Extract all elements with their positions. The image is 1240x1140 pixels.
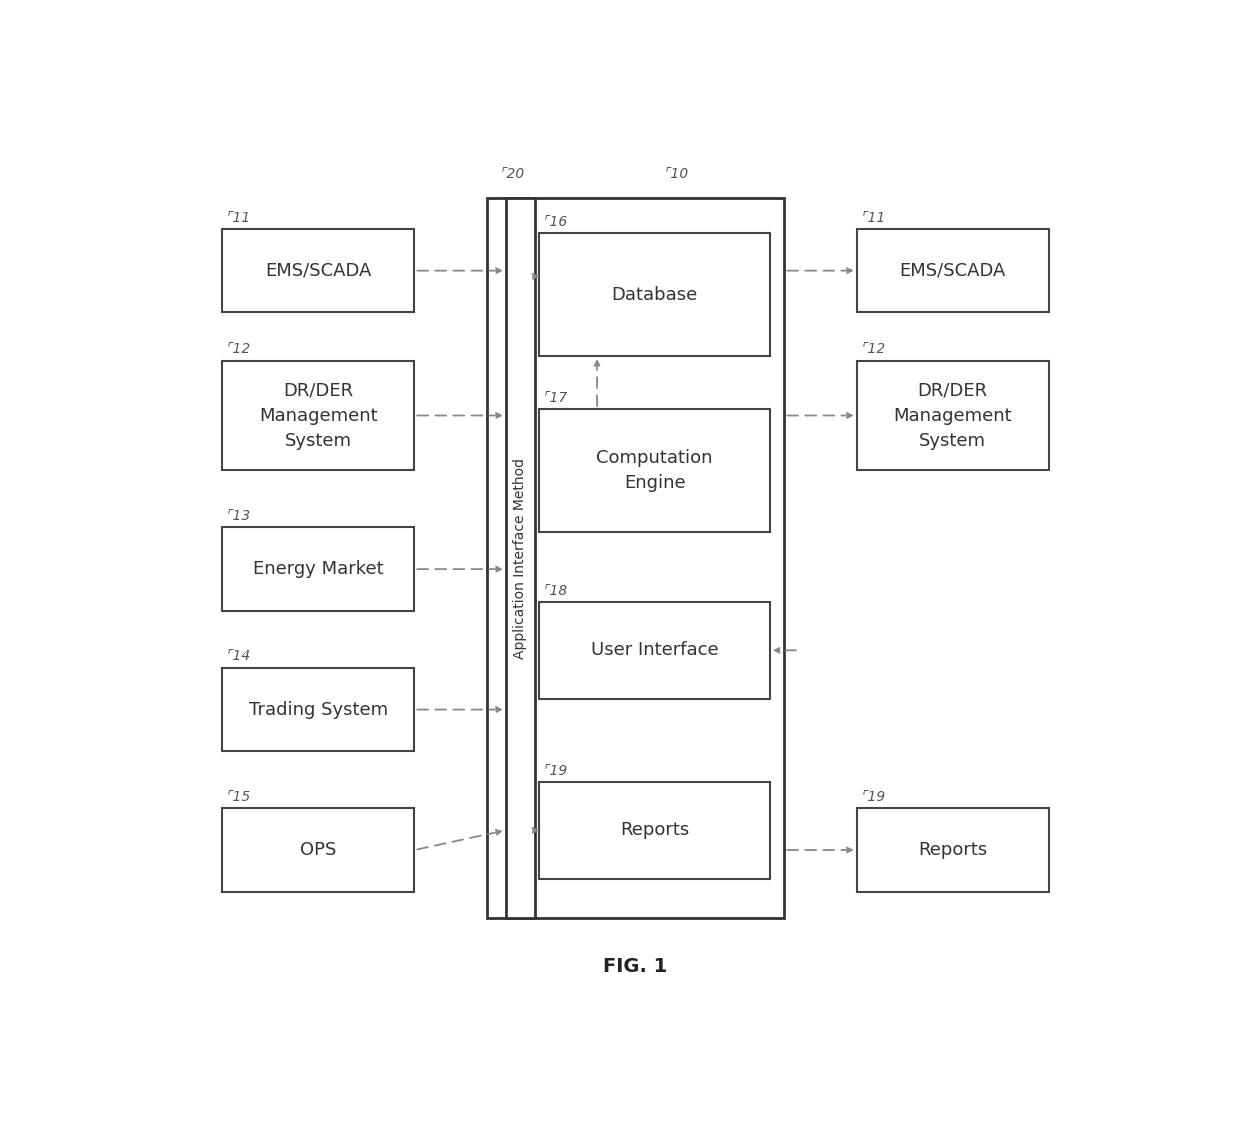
Text: ⌜18: ⌜18 — [544, 584, 568, 597]
Bar — [222, 808, 414, 891]
Text: OPS: OPS — [300, 841, 336, 860]
Text: ⌜12: ⌜12 — [227, 342, 252, 356]
Text: ⌜17: ⌜17 — [544, 391, 568, 405]
Text: ⌜15: ⌜15 — [227, 790, 252, 804]
Text: ⌜16: ⌜16 — [544, 215, 568, 229]
Text: Energy Market: Energy Market — [253, 560, 383, 578]
Text: ⌜11: ⌜11 — [227, 211, 252, 225]
Bar — [539, 782, 770, 879]
Text: ⌜20: ⌜20 — [501, 166, 526, 180]
Text: ⌜11: ⌜11 — [862, 211, 885, 225]
Text: EMS/SCADA: EMS/SCADA — [899, 262, 1006, 279]
Bar — [222, 360, 414, 471]
Bar — [539, 602, 770, 699]
Bar — [506, 198, 534, 918]
Text: EMS/SCADA: EMS/SCADA — [265, 262, 372, 279]
Bar — [539, 234, 770, 356]
Text: DR/DER
Management
System: DR/DER Management System — [893, 382, 1012, 449]
Text: User Interface: User Interface — [591, 642, 718, 659]
Bar — [857, 808, 1049, 891]
Text: ⌜13: ⌜13 — [227, 510, 252, 523]
Text: Trading System: Trading System — [249, 701, 388, 718]
Text: Application Interface Method: Application Interface Method — [513, 457, 527, 659]
Text: ⌜14: ⌜14 — [227, 650, 252, 663]
Bar — [857, 229, 1049, 312]
Text: ⌜10: ⌜10 — [665, 166, 688, 180]
Bar — [222, 229, 414, 312]
Bar — [539, 409, 770, 531]
Text: DR/DER
Management
System: DR/DER Management System — [259, 382, 378, 449]
Bar — [486, 198, 785, 918]
Text: FIG. 1: FIG. 1 — [604, 956, 667, 976]
Bar — [222, 528, 414, 611]
Text: Reports: Reports — [918, 841, 987, 860]
Text: ⌜19: ⌜19 — [862, 790, 885, 804]
Text: ⌜19: ⌜19 — [544, 764, 568, 777]
Text: ⌜12: ⌜12 — [862, 342, 885, 356]
Text: Reports: Reports — [620, 821, 689, 839]
Text: Database: Database — [611, 286, 698, 303]
Bar — [857, 360, 1049, 471]
Bar — [222, 668, 414, 751]
Text: Computation
Engine: Computation Engine — [596, 449, 713, 491]
